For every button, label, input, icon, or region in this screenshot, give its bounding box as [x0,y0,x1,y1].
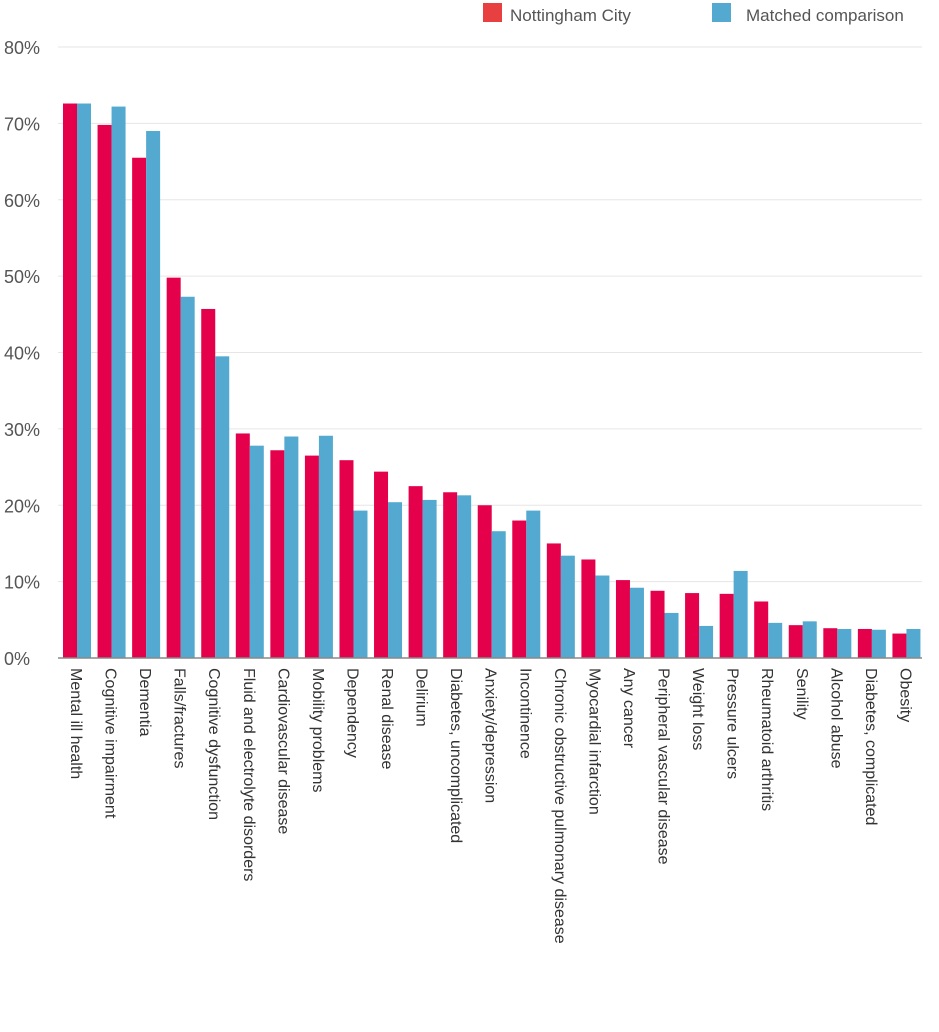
y-tick-label: 20% [4,496,40,516]
bar-matched-comparison [318,435,333,658]
x-category-label: Dependency [343,668,360,758]
bar-nottingham-city [201,308,216,658]
bar-nottingham-city [512,520,527,658]
x-category-label: Mobility problems [309,668,326,792]
x-category-label: Renal disease [378,668,395,770]
bar-nottingham-city [97,124,112,659]
bar-matched-comparison [422,499,437,658]
y-tick-label: 50% [4,267,40,287]
bar-matched-comparison [906,628,921,658]
x-category-label: Rheumatoid arthritis [758,668,775,811]
x-category-label: Dementia [136,668,153,737]
bar-matched-comparison [111,106,126,658]
bar-nottingham-city [443,492,458,658]
bar-nottingham-city [650,590,665,658]
x-category-label: Cardiovascular disease [274,668,291,834]
y-tick-label: 10% [4,573,40,593]
legend-swatch-matched-comparison [712,3,731,22]
bar-matched-comparison [180,296,195,658]
bar-nottingham-city [408,486,423,658]
bar-nottingham-city [477,505,492,658]
x-category-label: Mental ill health [67,668,84,779]
y-tick-label: 60% [4,191,40,211]
legend-label-matched-comparison: Matched comparison [746,6,904,25]
bar-matched-comparison [629,587,644,658]
y-tick-label: 70% [4,114,40,134]
x-category-label: Cognitive dysfunction [205,668,222,820]
y-axis: 0% 10% 20% 30% 40% 50% 60% 70% 80% [4,38,40,669]
y-tick-label: 30% [4,420,40,440]
bar-matched-comparison [77,103,91,658]
legend-label-nottingham-city: Nottingham City [510,6,631,25]
bar-matched-comparison [560,555,575,658]
x-category-label: Weight loss [689,668,706,750]
x-category-label: Diabetes, complicated [862,668,879,825]
x-category-label: Delirium [413,668,430,727]
x-category-label: Cognitive impairment [102,668,119,819]
x-category-label: Anxiety/depression [482,668,499,803]
x-category-label: Alcohol abuse [827,668,844,769]
bar-nottingham-city [304,455,319,658]
bar-matched-comparison [215,356,230,658]
bar-nottingham-city [857,628,872,658]
bar-matched-comparison [526,510,541,658]
bar-matched-comparison [457,495,472,658]
bar-nottingham-city [581,559,596,658]
bar-nottingham-city [63,103,77,658]
x-category-label: Diabetes, uncomplicated [447,668,464,843]
bar-nottingham-city [615,580,630,658]
bar-matched-comparison [664,612,679,658]
bar-nottingham-city [719,593,734,658]
bar-matched-comparison [871,629,886,658]
y-tick-label: 40% [4,344,40,364]
bar-nottingham-city [788,625,803,658]
x-category-label: Myocardial infarction [585,668,602,815]
x-category-label: Pressure ulcers [724,668,741,779]
legend: Nottingham City Matched comparison [483,3,904,25]
bar-matched-comparison [353,510,368,658]
bar-nottingham-city [132,157,147,658]
bar-matched-comparison [768,622,783,658]
x-category-label: Obesity [896,668,913,722]
legend-swatch-nottingham-city [483,3,502,22]
bar-nottingham-city [374,471,389,658]
x-axis: Mental ill health Cognitive impairment Dem… [58,657,922,944]
bar-matched-comparison [388,502,403,658]
bar-nottingham-city [685,593,700,658]
x-category-label: Peripheral vascular disease [655,668,672,865]
x-category-label: Fluid and electrolyte disorders [240,668,257,881]
x-category-label: Incontinence [516,668,533,759]
y-tick-label: 0% [4,649,30,669]
bar-matched-comparison [491,531,506,658]
bar-matched-comparison [837,628,852,658]
x-category-label: Chronic obstructive pulmonary disease [551,668,568,944]
bar-matched-comparison [699,625,714,658]
bar-matched-comparison [733,570,748,658]
bar-nottingham-city [823,628,838,658]
bar-nottingham-city [235,433,250,658]
x-category-label: Any cancer [620,668,637,749]
bar-matched-comparison [802,621,817,658]
bar-nottingham-city [339,460,354,658]
x-category-label: Senility [793,668,810,720]
bar-nottingham-city [546,543,561,658]
bars [63,103,921,659]
y-tick-label: 80% [4,38,40,58]
bar-matched-comparison [249,445,264,658]
x-category-label: Falls/fractures [171,668,188,768]
bar-nottingham-city [754,601,769,658]
bar-matched-comparison [284,436,299,658]
bar-nottingham-city [166,277,181,658]
bar-nottingham-city [892,633,907,658]
bar-matched-comparison [595,575,610,658]
bar-nottingham-city [270,450,285,658]
bar-matched-comparison [146,131,161,658]
